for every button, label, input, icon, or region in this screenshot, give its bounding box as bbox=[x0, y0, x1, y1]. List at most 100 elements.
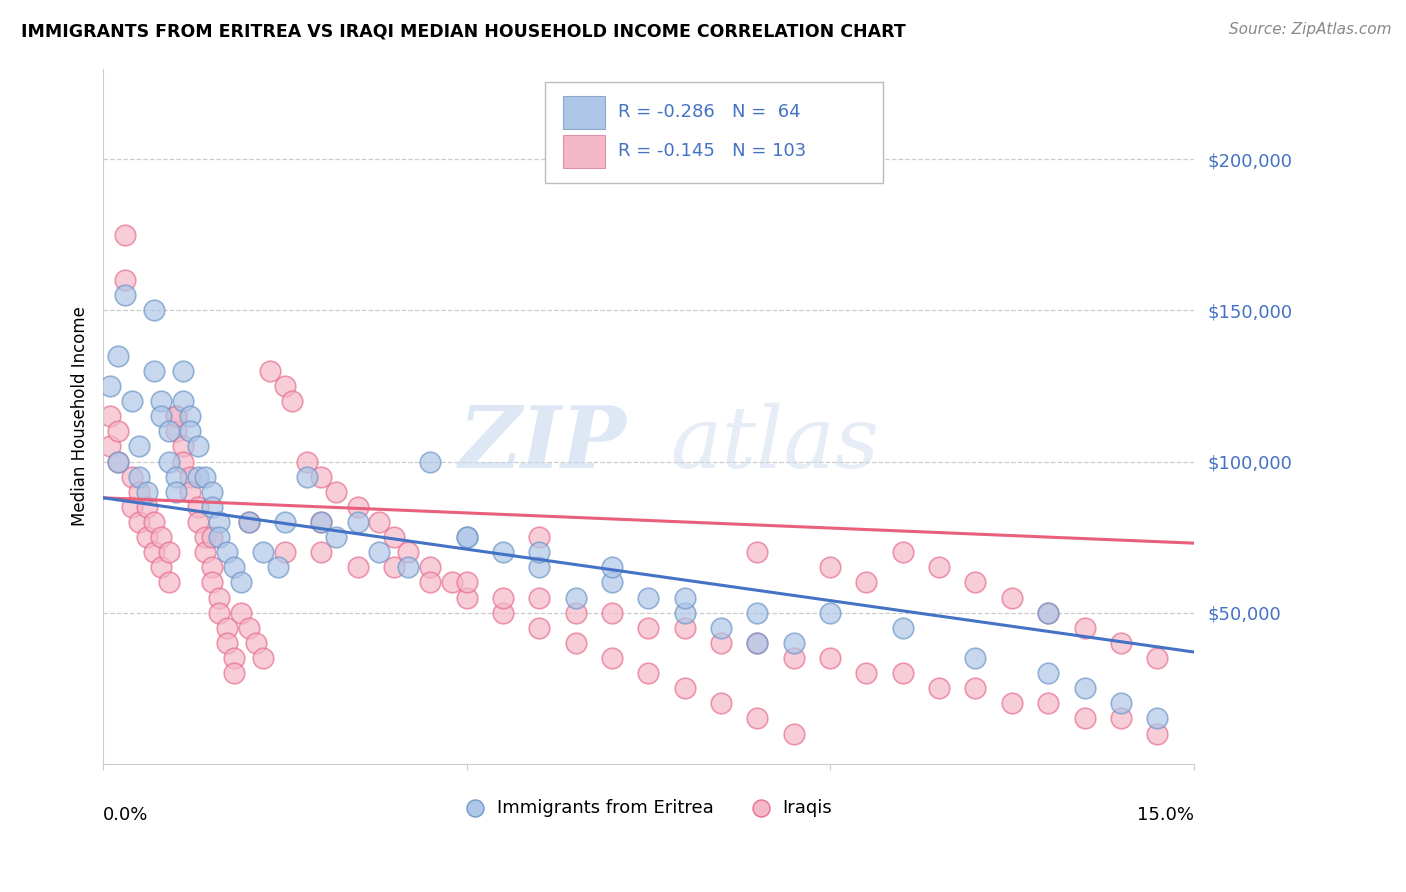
Point bbox=[201, 560, 224, 574]
Point bbox=[529, 621, 551, 635]
Point bbox=[309, 515, 332, 529]
Point bbox=[710, 636, 733, 650]
Point bbox=[121, 394, 143, 409]
Point bbox=[179, 409, 201, 424]
Text: Source: ZipAtlas.com: Source: ZipAtlas.com bbox=[1229, 22, 1392, 37]
Point bbox=[222, 651, 245, 665]
Point bbox=[673, 681, 696, 696]
Point bbox=[747, 606, 769, 620]
Point bbox=[747, 636, 769, 650]
Point bbox=[928, 681, 950, 696]
Point bbox=[135, 500, 157, 514]
Point bbox=[398, 545, 420, 559]
Point bbox=[179, 469, 201, 483]
Legend: Immigrants from Eritrea, Iraqis: Immigrants from Eritrea, Iraqis bbox=[457, 792, 839, 824]
Point bbox=[564, 591, 586, 605]
Point bbox=[238, 515, 260, 529]
Point bbox=[274, 379, 297, 393]
Text: 0.0%: 0.0% bbox=[103, 805, 149, 823]
Point bbox=[215, 621, 238, 635]
Point bbox=[965, 681, 987, 696]
Point bbox=[231, 606, 253, 620]
Point bbox=[165, 409, 187, 424]
Point bbox=[419, 454, 441, 468]
Point bbox=[114, 227, 136, 242]
Point bbox=[179, 425, 201, 439]
Text: ZIP: ZIP bbox=[458, 402, 627, 486]
Point bbox=[238, 621, 260, 635]
FancyBboxPatch shape bbox=[564, 135, 605, 168]
Point bbox=[135, 484, 157, 499]
Point bbox=[121, 500, 143, 514]
Point bbox=[172, 364, 194, 378]
Point bbox=[252, 651, 274, 665]
FancyBboxPatch shape bbox=[544, 82, 883, 183]
Point bbox=[818, 651, 841, 665]
Point bbox=[194, 530, 217, 544]
Point bbox=[419, 575, 441, 590]
Point bbox=[673, 591, 696, 605]
Point bbox=[309, 515, 332, 529]
Point bbox=[143, 545, 166, 559]
Point bbox=[259, 364, 281, 378]
Point bbox=[252, 545, 274, 559]
Point bbox=[165, 425, 187, 439]
Point bbox=[295, 469, 318, 483]
Point bbox=[891, 666, 914, 681]
Point bbox=[346, 560, 368, 574]
Point bbox=[783, 651, 806, 665]
Point bbox=[529, 530, 551, 544]
Point bbox=[238, 515, 260, 529]
Point bbox=[194, 545, 217, 559]
Point bbox=[747, 711, 769, 725]
Point bbox=[673, 621, 696, 635]
Point bbox=[398, 560, 420, 574]
Point bbox=[222, 666, 245, 681]
Point bbox=[128, 439, 150, 453]
Point bbox=[266, 560, 288, 574]
Point bbox=[325, 530, 347, 544]
Point bbox=[419, 560, 441, 574]
Point bbox=[346, 515, 368, 529]
Point bbox=[172, 439, 194, 453]
Point bbox=[215, 545, 238, 559]
Point bbox=[245, 636, 267, 650]
Point bbox=[564, 636, 586, 650]
Point bbox=[215, 636, 238, 650]
Point bbox=[100, 439, 122, 453]
Point bbox=[456, 575, 478, 590]
Point bbox=[150, 530, 173, 544]
Point bbox=[201, 530, 224, 544]
Point bbox=[368, 515, 391, 529]
Point bbox=[157, 454, 180, 468]
Point bbox=[208, 606, 231, 620]
Point bbox=[1109, 636, 1132, 650]
Point bbox=[325, 484, 347, 499]
Point bbox=[1038, 606, 1060, 620]
Point bbox=[492, 606, 515, 620]
Point bbox=[637, 591, 659, 605]
Point bbox=[1146, 726, 1168, 740]
Point bbox=[368, 545, 391, 559]
Point bbox=[165, 409, 187, 424]
Point bbox=[114, 273, 136, 287]
Point bbox=[222, 560, 245, 574]
Point bbox=[208, 515, 231, 529]
Point bbox=[231, 575, 253, 590]
Point bbox=[128, 469, 150, 483]
Point bbox=[1001, 591, 1024, 605]
Point bbox=[891, 545, 914, 559]
Point bbox=[600, 651, 623, 665]
Point bbox=[100, 409, 122, 424]
Point bbox=[165, 469, 187, 483]
Point bbox=[194, 469, 217, 483]
Point bbox=[818, 560, 841, 574]
Point bbox=[187, 469, 209, 483]
Point bbox=[107, 425, 129, 439]
Point bbox=[135, 530, 157, 544]
Point bbox=[201, 500, 224, 514]
Point bbox=[1073, 681, 1095, 696]
Point bbox=[201, 575, 224, 590]
Point bbox=[309, 545, 332, 559]
Point bbox=[564, 606, 586, 620]
